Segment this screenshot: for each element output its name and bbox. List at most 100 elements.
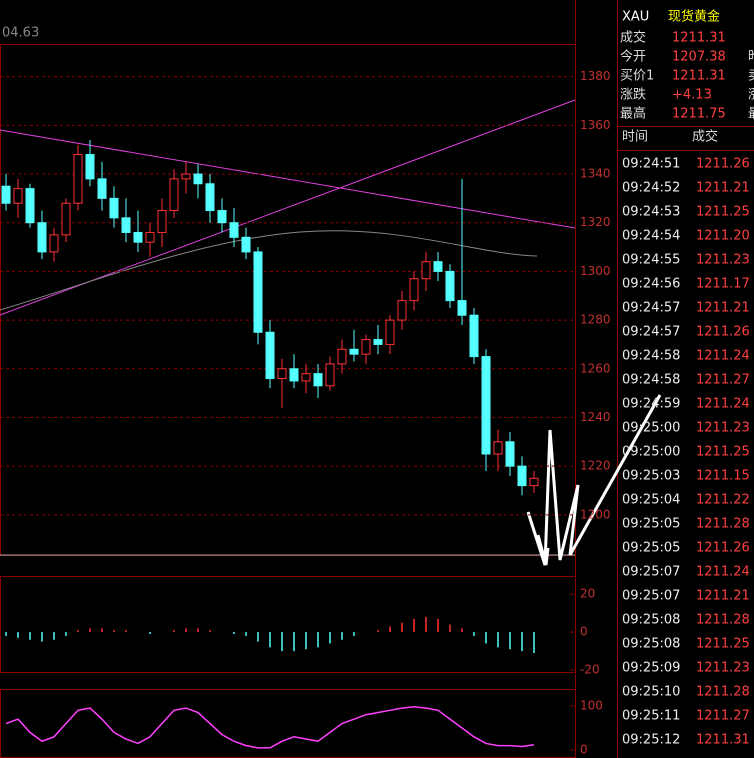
macd-bar <box>65 632 67 636</box>
candle-body <box>109 197 119 219</box>
macd-bar <box>401 622 403 633</box>
quote-value: 1211.31 <box>672 69 726 84</box>
tick-time: 09:25:04 <box>622 493 680 508</box>
tick-price: 1211.23 <box>696 421 750 436</box>
candle-body <box>169 178 179 212</box>
tick-time: 09:25:07 <box>622 565 680 580</box>
tick-price: 1211.15 <box>696 469 750 484</box>
tick-time: 09:25:08 <box>622 613 680 628</box>
tick-header: 时间 <box>622 130 648 145</box>
candle-body <box>157 210 167 233</box>
tick-price: 1211.21 <box>696 589 750 604</box>
candle-body <box>13 188 23 204</box>
macd-bar <box>449 624 451 633</box>
tick-price: 1211.24 <box>696 349 750 364</box>
quote-extra: 涨 <box>748 88 754 103</box>
tick-time: 09:24:51 <box>622 157 680 172</box>
y-tick-label: 1240 <box>580 410 611 424</box>
macd-bar <box>389 626 391 633</box>
macd-bar <box>413 618 415 633</box>
tick-time: 09:25:09 <box>622 661 680 676</box>
candle-body <box>337 348 347 365</box>
macd-bar <box>353 632 355 636</box>
quote-label: 成交 <box>620 30 646 46</box>
candle-body <box>25 188 35 224</box>
quote-label: 今开 <box>620 49 646 65</box>
macd-bar <box>245 632 247 636</box>
tick-time: 09:25:08 <box>622 637 680 652</box>
quote-value: +4.13 <box>672 88 712 103</box>
y-tick-label: 1360 <box>580 118 611 132</box>
macd-bar <box>125 630 127 633</box>
macd-bar <box>521 632 523 652</box>
candle-body <box>193 173 203 185</box>
tick-time: 09:24:58 <box>622 373 680 388</box>
candle-body <box>37 222 47 253</box>
macd-bar <box>473 632 475 636</box>
tick-price: 1211.27 <box>696 373 750 388</box>
tick-price: 1211.26 <box>696 541 750 556</box>
macd-bar <box>533 632 535 653</box>
tick-price: 1211.27 <box>696 709 750 724</box>
candle-body <box>49 234 59 253</box>
macd-bar <box>77 630 79 633</box>
y-tick-label: 20 <box>580 587 595 601</box>
macd-bar <box>437 618 439 633</box>
macd-bar <box>317 632 319 648</box>
candle-body <box>325 363 335 387</box>
tick-time: 09:24:55 <box>622 253 680 268</box>
y-tick-label: 0 <box>580 743 588 757</box>
candle-body <box>205 183 215 212</box>
tick-time: 09:24:56 <box>622 277 680 292</box>
candle-body <box>121 217 131 233</box>
y-tick-label: 1380 <box>580 69 611 83</box>
quote-extra: 昨 <box>748 50 754 65</box>
tick-price: 1211.17 <box>696 277 750 292</box>
candle-body <box>469 314 479 358</box>
quote-value: 1207.38 <box>672 50 726 65</box>
tick-time: 09:24:58 <box>622 349 680 364</box>
tick-price: 1211.26 <box>696 157 750 172</box>
candle-body <box>217 210 227 224</box>
candle-body <box>265 331 275 380</box>
tick-price: 1211.26 <box>696 325 750 340</box>
candle-body <box>61 202 71 236</box>
y-tick-label: 1260 <box>580 361 611 375</box>
candle-body <box>253 251 263 333</box>
candle-body <box>373 339 383 345</box>
candle-body <box>517 465 527 487</box>
quote-label: 最高 <box>620 106 646 122</box>
y-tick-label: 1300 <box>580 264 611 278</box>
macd-bar <box>509 632 511 650</box>
candle-body <box>505 441 515 467</box>
tick-price: 1211.22 <box>696 493 750 508</box>
tick-time: 09:25:00 <box>622 421 680 436</box>
tick-price: 1211.28 <box>696 685 750 700</box>
tick-time: 09:24:52 <box>622 181 680 196</box>
macd-bar <box>113 630 115 633</box>
symbol: XAU <box>622 10 649 25</box>
tick-price: 1211.24 <box>696 565 750 580</box>
tick-price: 1211.23 <box>696 661 750 676</box>
candle-body <box>85 154 95 180</box>
y-tick-label: 1280 <box>580 313 611 327</box>
candle-body <box>481 356 491 455</box>
macd-bar <box>341 632 343 640</box>
macd-bar <box>101 628 103 633</box>
macd-bar <box>425 616 427 633</box>
y-tick-label: 1200 <box>580 507 611 521</box>
macd-bar <box>29 632 31 640</box>
quote-extra: 卖 <box>748 69 754 84</box>
macd-bar <box>257 632 259 642</box>
candle-body <box>97 178 107 199</box>
macd-bar <box>149 632 151 634</box>
candle-body <box>229 222 239 238</box>
tick-time: 09:24:53 <box>622 205 680 220</box>
tick-price: 1211.28 <box>696 613 750 628</box>
quote-label: 涨跌 <box>620 87 646 103</box>
candle-body <box>289 368 299 382</box>
macd-bar <box>185 628 187 633</box>
tick-time: 09:25:10 <box>622 685 680 700</box>
tick-price: 1211.28 <box>696 517 750 532</box>
candle-body <box>457 300 467 316</box>
